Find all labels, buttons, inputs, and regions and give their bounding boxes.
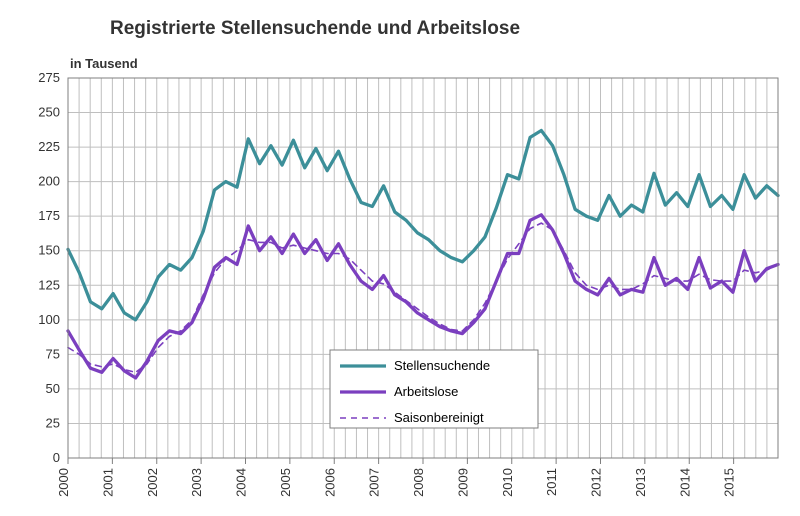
y-tick-label: 50 — [46, 381, 60, 396]
x-tick-label: 2000 — [56, 468, 71, 497]
y-tick-label: 75 — [46, 346, 60, 361]
y-tick-label: 250 — [38, 105, 60, 120]
y-tick-label: 0 — [53, 450, 60, 465]
x-tick-label: 2003 — [189, 468, 204, 497]
x-tick-label: 2015 — [722, 468, 737, 497]
x-tick-label: 2013 — [633, 468, 648, 497]
y-axis-unit-label: in Tausend — [70, 56, 138, 71]
x-tick-label: 2008 — [411, 468, 426, 497]
y-tick-label: 200 — [38, 174, 60, 189]
x-tick-label: 2009 — [455, 468, 470, 497]
x-tick-label: 2006 — [322, 468, 337, 497]
line-chart: 0 25 50 75 100 125 150 175 200 225 250 275 2000 2001 2… — [0, 0, 800, 516]
x-tick-label: 2005 — [278, 468, 293, 497]
x-tick-label: 2012 — [589, 468, 604, 497]
legend-label: Saisonbereinigt — [394, 410, 484, 425]
y-tick-label: 175 — [38, 208, 60, 223]
legend: Stellensuchende Arbeitslose Saisonbereinig… — [330, 350, 538, 428]
chart-title: Registrierte Stellensuchende und Arbeits… — [110, 18, 520, 40]
y-tick-label: 225 — [38, 139, 60, 154]
legend-label: Arbeitslose — [394, 384, 458, 399]
x-tick-label: 2014 — [677, 468, 692, 497]
x-tick-label: 2004 — [234, 468, 249, 497]
x-tick-label: 2011 — [544, 468, 559, 496]
x-tick-label: 2010 — [500, 468, 515, 497]
y-tick-label: 150 — [38, 243, 60, 258]
y-tick-label: 275 — [38, 70, 60, 85]
chart-frame: Registrierte Stellensuchende und Arbeits… — [0, 0, 800, 516]
legend-label: Stellensuchende — [394, 358, 490, 373]
y-tick-label: 25 — [46, 415, 60, 430]
x-tick-label: 2002 — [145, 468, 160, 497]
x-tick-label: 2001 — [100, 468, 115, 497]
x-tick-label: 2007 — [367, 468, 382, 497]
y-tick-label: 100 — [38, 312, 60, 327]
y-tick-label: 125 — [38, 277, 60, 292]
